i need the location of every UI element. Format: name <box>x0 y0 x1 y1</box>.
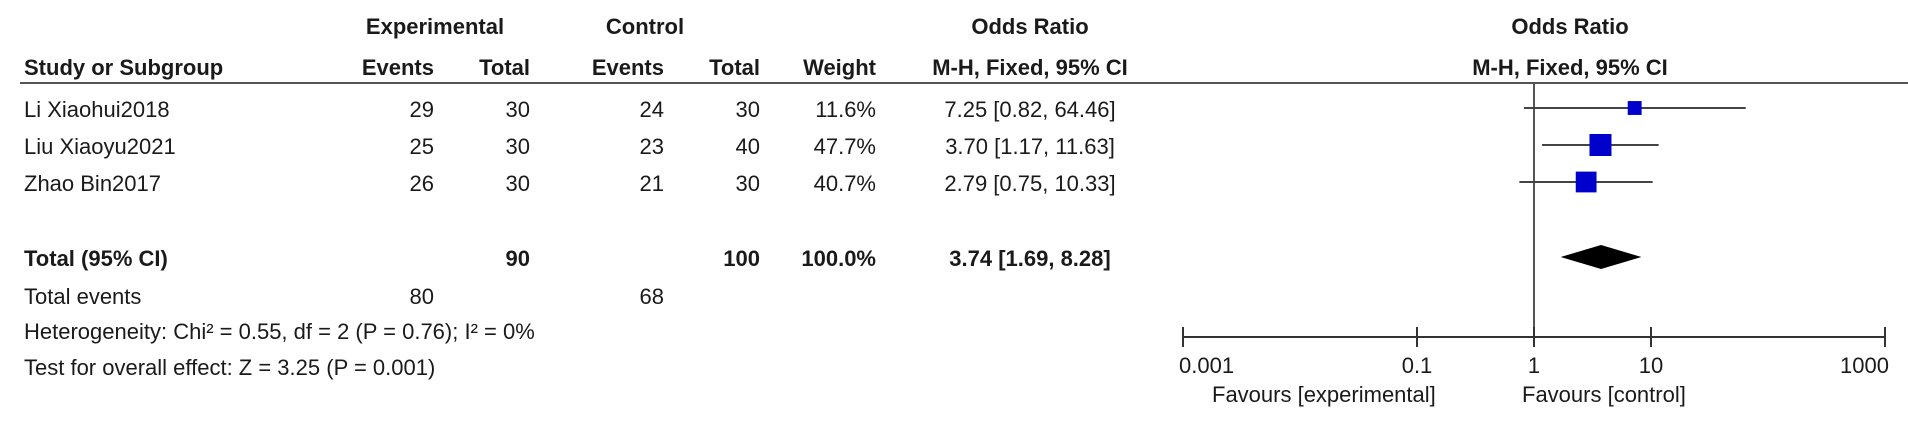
total-exp-total: 90 <box>505 246 530 271</box>
weight: 47.7% <box>813 134 876 159</box>
ctl-total: 30 <box>735 171 760 196</box>
header-study: Study or Subgroup <box>24 55 224 80</box>
x-tick-label: 0.1 <box>1402 353 1433 378</box>
odds-ratio-ci: 3.70 [1.17, 11.63] <box>945 134 1115 159</box>
header-plot-title: Odds Ratio <box>1511 14 1629 39</box>
odds-ratio-ci: 2.79 [0.75, 10.33] <box>944 171 1116 196</box>
favours-control-label: Favours [control] <box>1522 382 1686 407</box>
point-estimate-marker <box>1589 134 1612 156</box>
ctl-total: 30 <box>735 97 760 122</box>
pooled-diamond <box>1560 245 1642 269</box>
exp-total: 30 <box>505 97 530 122</box>
total-events-ctl: 68 <box>639 284 664 309</box>
heterogeneity-text: Heterogeneity: Chi² = 0.55, df = 2 (P = … <box>24 319 535 344</box>
x-tick-label: 0.001 <box>1179 353 1234 378</box>
ctl-total: 40 <box>735 134 760 159</box>
exp-events: 25 <box>409 134 434 159</box>
exp-total: 30 <box>505 171 530 196</box>
header-or-title: Odds Ratio <box>971 14 1089 39</box>
total-odds-ratio-ci: 3.74 [1.69, 8.28] <box>949 246 1111 271</box>
favours-experimental-label: Favours [experimental] <box>1212 382 1436 407</box>
odds-ratio-ci: 7.25 [0.82, 64.46] <box>944 97 1116 122</box>
total-label: Total (95% CI) <box>24 246 168 271</box>
total-events-exp: 80 <box>409 284 434 309</box>
header-exp-total: Total <box>479 55 530 80</box>
header-ctl-total: Total <box>709 55 760 80</box>
header-weight: Weight <box>803 55 876 80</box>
overall-effect-text: Test for overall effect: Z = 3.25 (P = 0… <box>24 355 436 380</box>
point-estimate-marker <box>1627 101 1642 115</box>
point-estimate-marker <box>1575 171 1597 193</box>
exp-total: 30 <box>505 134 530 159</box>
header-plot-method: M-H, Fixed, 95% CI <box>1472 55 1668 80</box>
header-experimental: Experimental <box>365 14 505 39</box>
x-tick-label: 1000 <box>1840 353 1889 378</box>
ctl-events: 21 <box>639 171 664 196</box>
exp-events: 29 <box>409 97 434 122</box>
total-ctl-total: 100 <box>723 246 760 271</box>
header-or-method: M-H, Fixed, 95% CI <box>932 55 1128 80</box>
header-control: Control <box>605 14 685 39</box>
ctl-events: 24 <box>639 97 664 122</box>
weight: 11.6% <box>815 97 876 122</box>
header-ctl-events: Events <box>591 55 664 80</box>
study-name: Zhao Bin2017 <box>24 171 161 196</box>
x-tick-label: 1 <box>1528 353 1540 378</box>
header-exp-events: Events <box>361 55 434 80</box>
study-name: Li Xiaohui2018 <box>24 97 170 122</box>
ctl-events: 23 <box>639 134 664 159</box>
total-events-label: Total events <box>24 284 142 309</box>
study-name: Liu Xiaoyu2021 <box>24 134 176 159</box>
weight: 40.7% <box>813 171 876 196</box>
exp-events: 26 <box>409 171 434 196</box>
total-weight: 100.0% <box>801 246 876 271</box>
x-tick-label: 10 <box>1639 353 1663 378</box>
